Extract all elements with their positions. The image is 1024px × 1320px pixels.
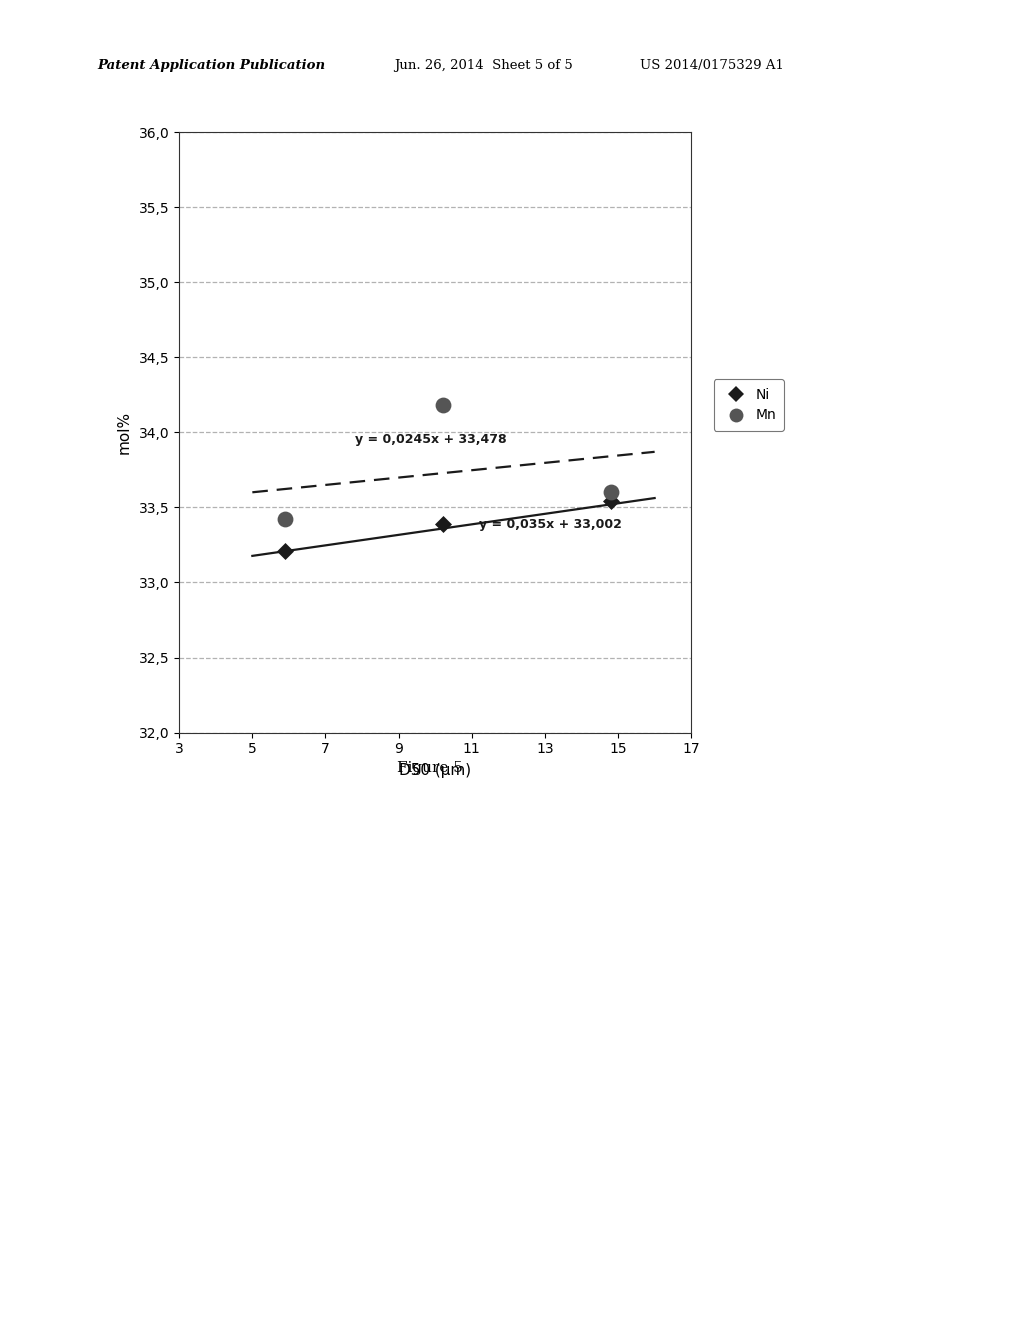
Point <box>602 482 618 503</box>
Text: y = 0,035x + 33,002: y = 0,035x + 33,002 <box>479 519 622 532</box>
Point <box>278 508 294 529</box>
Point <box>434 513 451 535</box>
Text: y = 0,0245x + 33,478: y = 0,0245x + 33,478 <box>354 433 506 446</box>
Point <box>434 395 451 416</box>
Text: Patent Application Publication: Patent Application Publication <box>97 59 326 73</box>
Y-axis label: mol%: mol% <box>117 411 132 454</box>
Legend: Ni, Mn: Ni, Mn <box>714 379 784 430</box>
Text: Jun. 26, 2014  Sheet 5 of 5: Jun. 26, 2014 Sheet 5 of 5 <box>394 59 573 73</box>
Point <box>602 491 618 512</box>
Text: Figure 5: Figure 5 <box>397 762 463 775</box>
Text: US 2014/0175329 A1: US 2014/0175329 A1 <box>640 59 784 73</box>
X-axis label: D50 (μm): D50 (μm) <box>399 763 471 779</box>
Point <box>278 540 294 561</box>
